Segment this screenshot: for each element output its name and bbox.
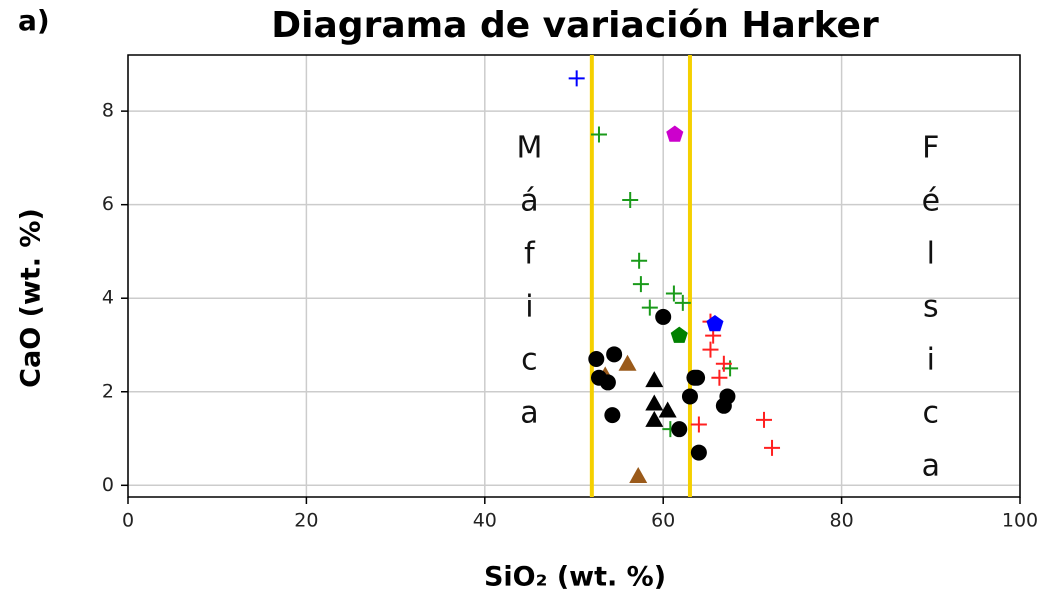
point xyxy=(711,369,728,386)
point xyxy=(645,410,664,427)
point xyxy=(706,314,724,332)
point xyxy=(645,394,664,411)
point xyxy=(604,407,621,424)
y-tick-label: 4 xyxy=(102,287,114,309)
point xyxy=(622,191,639,208)
y-tick-label: 2 xyxy=(102,380,114,402)
point xyxy=(629,466,648,483)
y-axis-label: CaO (wt. %) xyxy=(16,208,47,388)
point xyxy=(681,388,698,405)
chart-title: Diagrama de variación Harker xyxy=(271,5,879,46)
point xyxy=(632,276,649,293)
point xyxy=(568,70,585,87)
point xyxy=(655,308,672,325)
point xyxy=(715,397,732,414)
y-tick-label: 8 xyxy=(102,100,114,122)
x-tick-label: 60 xyxy=(651,510,675,532)
x-axis-label: SiO₂ (wt. %) xyxy=(484,562,666,593)
y-tick-label: 6 xyxy=(102,193,114,215)
x-tick-label: 20 xyxy=(294,510,318,532)
point xyxy=(689,369,706,386)
point xyxy=(658,401,677,418)
panel-label: a) xyxy=(18,4,50,37)
point xyxy=(755,411,772,428)
point xyxy=(588,351,605,368)
point xyxy=(702,341,719,358)
y-tick-label: 0 xyxy=(102,474,114,496)
point xyxy=(645,371,664,388)
point xyxy=(764,439,781,456)
plot-frame xyxy=(127,54,1021,498)
point xyxy=(631,252,648,269)
x-tick-label: 0 xyxy=(122,510,134,532)
point xyxy=(674,294,691,311)
point xyxy=(606,346,623,363)
x-tick-label: 80 xyxy=(830,510,854,532)
x-tick-label: 100 xyxy=(1002,510,1038,532)
point xyxy=(690,444,707,461)
point xyxy=(670,326,688,343)
point xyxy=(599,374,616,391)
point xyxy=(590,126,607,143)
point xyxy=(690,416,707,433)
x-tick-label: 40 xyxy=(473,510,497,532)
point xyxy=(715,355,732,372)
point xyxy=(666,125,684,142)
point xyxy=(618,354,637,371)
point xyxy=(671,421,688,438)
point xyxy=(665,285,682,302)
point xyxy=(641,299,658,316)
